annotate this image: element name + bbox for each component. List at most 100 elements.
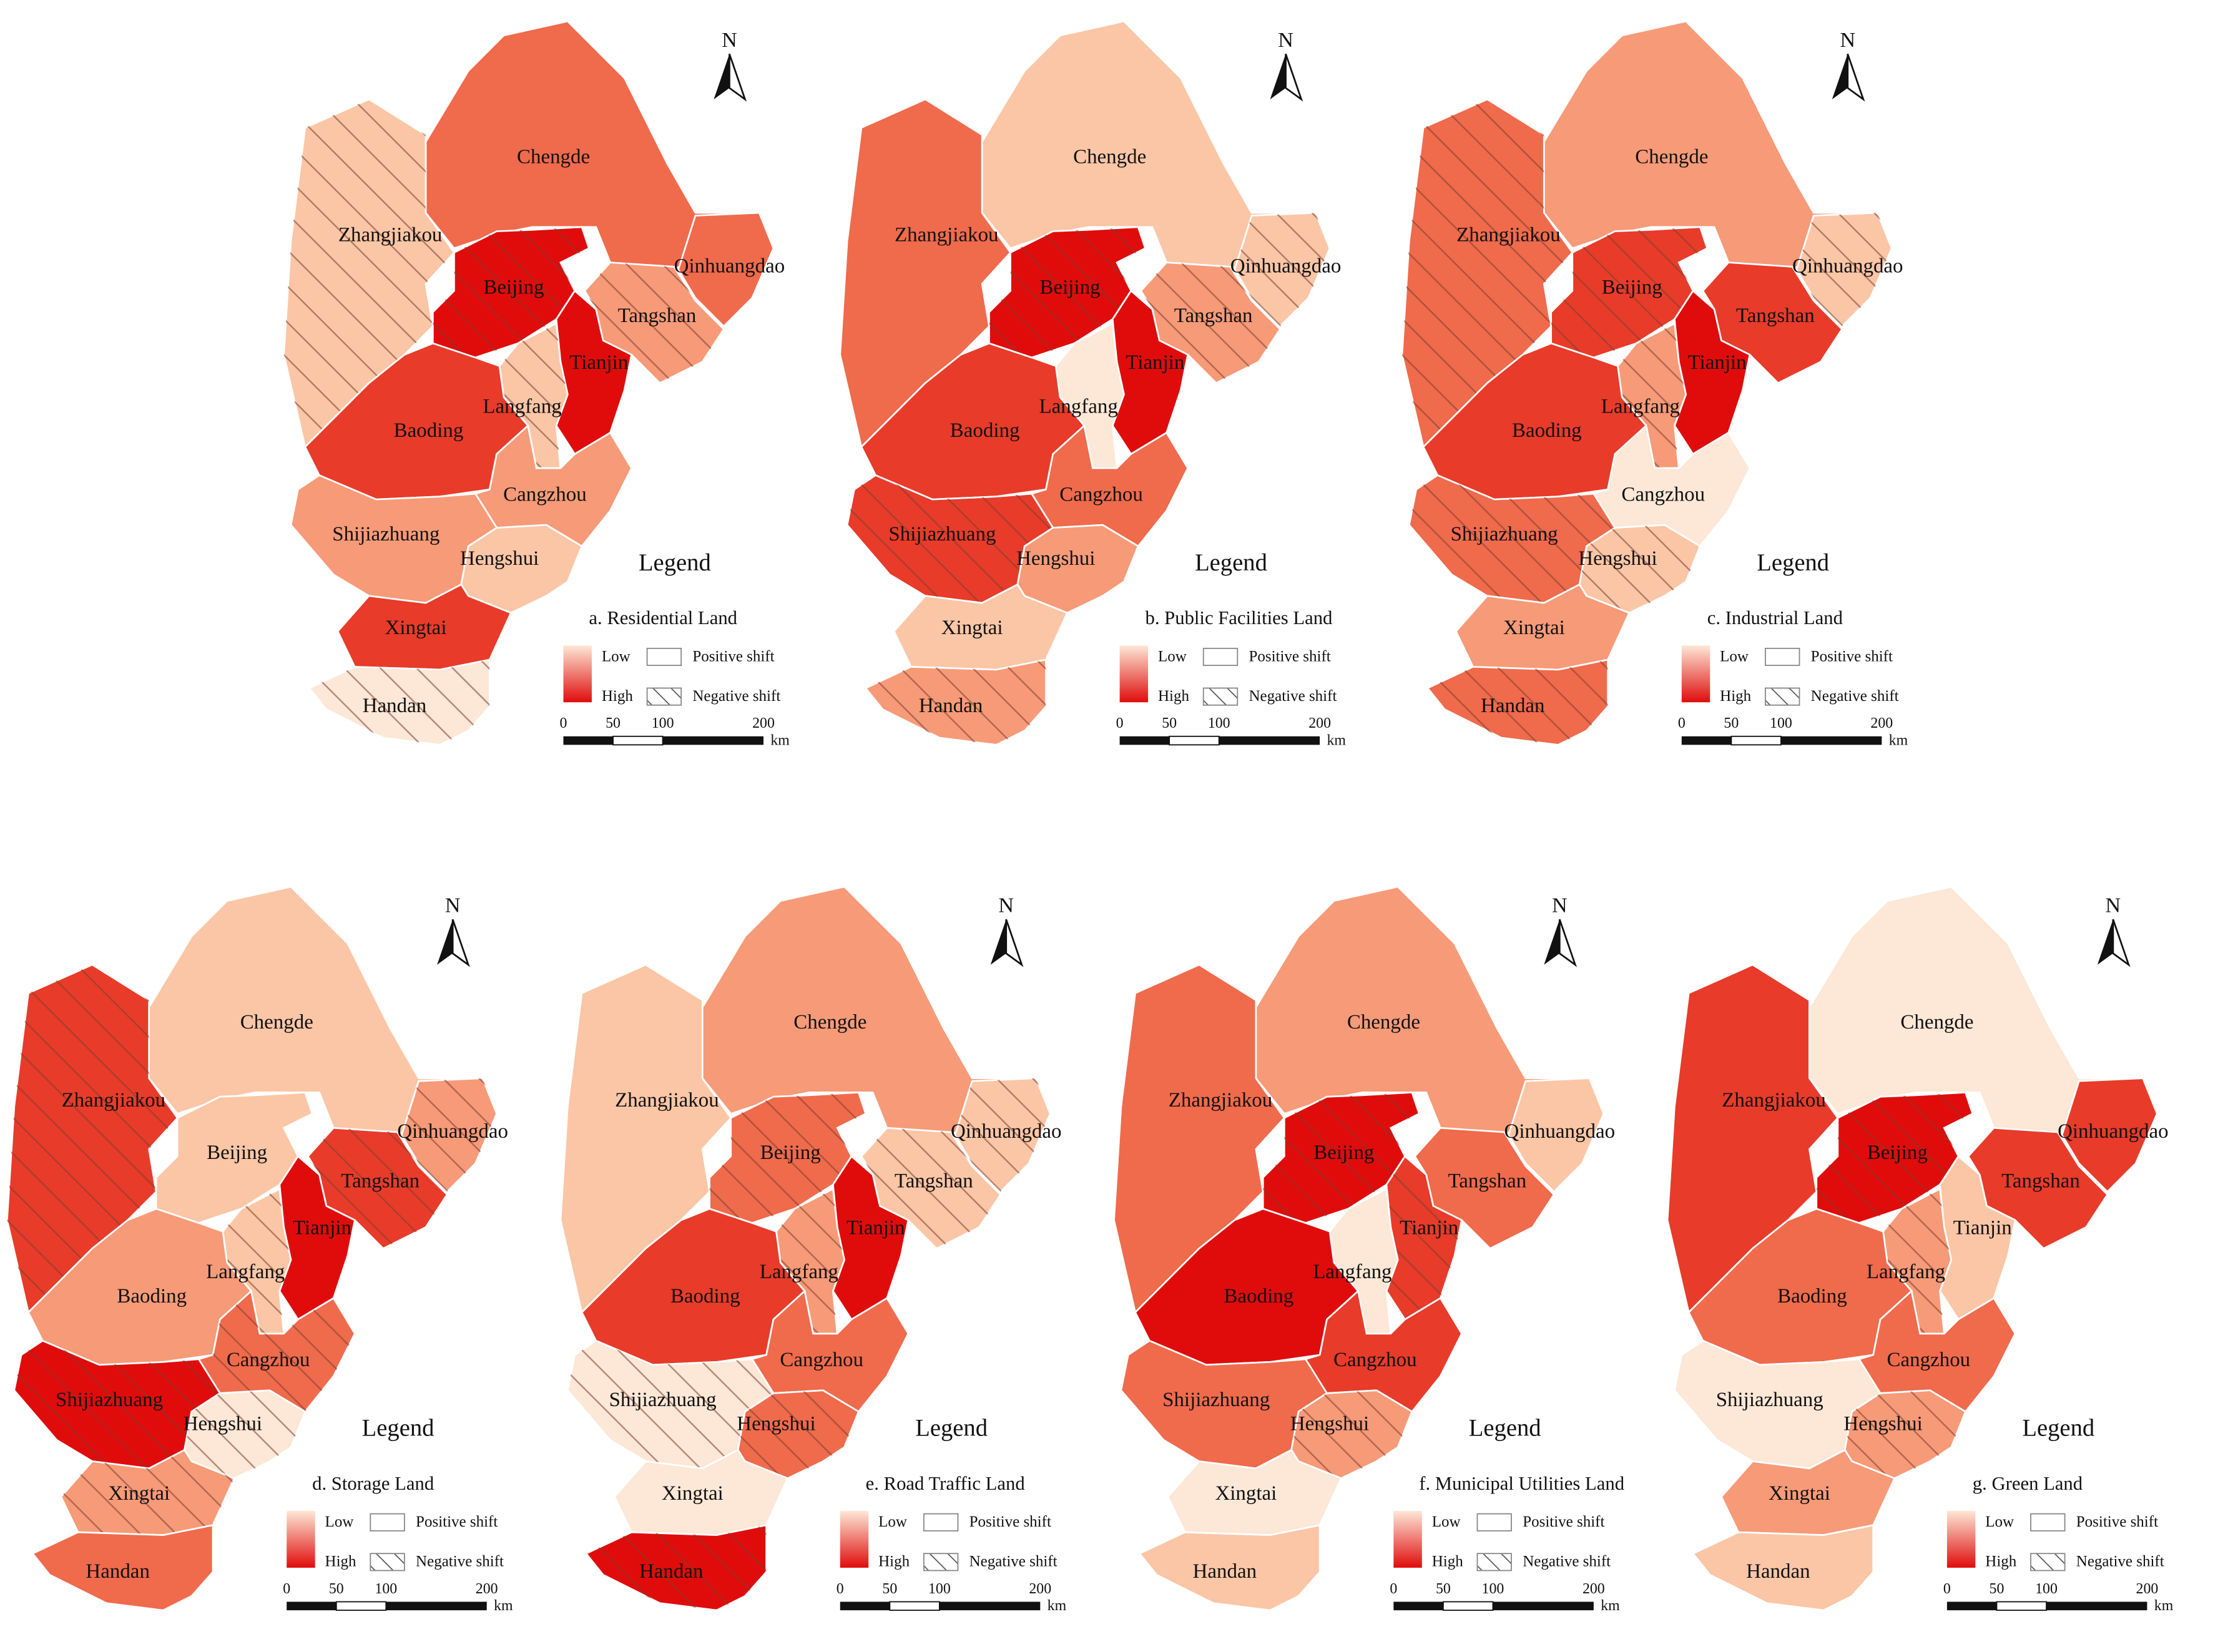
region-label: Langfang — [206, 1261, 285, 1283]
panel-title: c. Industrial Land — [1707, 607, 1843, 628]
region-xingtai — [1720, 1449, 1896, 1537]
negative-shift-hatch — [1551, 227, 1707, 358]
negative-shift-swatch — [1476, 1553, 1512, 1571]
legend-negative-shift: Negative shift — [692, 688, 780, 705]
negative-shift-hatch — [776, 1188, 845, 1334]
region-xingtai — [893, 583, 1069, 671]
legend-title: Legend — [639, 550, 711, 576]
legend-high: High — [878, 1553, 910, 1570]
region-label: Qinhuangdao — [1792, 255, 1903, 277]
legend: Legend e. Road Traffic Land Low High Positiv… — [840, 1415, 1058, 1571]
north-arrow-left — [990, 919, 1006, 965]
legend-high: High — [1158, 688, 1190, 705]
panel-title: d. Storage Land — [312, 1473, 434, 1494]
scale-unit: km — [1889, 732, 1908, 748]
scale-tick: 0 — [560, 715, 567, 731]
region-hengshui — [1016, 524, 1139, 614]
region-label: Handan — [1193, 1560, 1257, 1583]
region-label: Cangzhou — [227, 1349, 310, 1371]
scale-tick: 100 — [375, 1581, 397, 1597]
region-zhangjiakou — [559, 964, 732, 1314]
region-label: Hengshui — [460, 547, 539, 570]
negative-shift-hatch — [14, 1341, 220, 1469]
negative-shift-hatch — [1579, 525, 1700, 613]
legend: Legend g. Green Land Low High Positive shift… — [1946, 1415, 2164, 1571]
legend-low: Low — [878, 1513, 907, 1530]
region-label: Zhangjiakou — [62, 1089, 166, 1112]
region-label: Hengshui — [1843, 1412, 1922, 1435]
positive-shift-swatch — [1765, 647, 1800, 667]
region-cangzhou — [1304, 1289, 1463, 1413]
scale-tick: 50 — [882, 1581, 897, 1597]
region-label: Zhangjiakou — [1722, 1089, 1826, 1112]
region-label: Handan — [1746, 1560, 1810, 1583]
region-label: Qinhuangdao — [1504, 1120, 1616, 1143]
region-label: Chengde — [517, 145, 590, 168]
negative-shift-hatch — [1845, 1390, 1966, 1478]
scale-seg-3 — [1493, 1601, 1594, 1611]
scale-seg-3 — [1219, 736, 1320, 745]
region-label: Hengshui — [737, 1412, 815, 1435]
region-label: Tangshan — [1736, 305, 1815, 327]
scale-seg-3 — [939, 1601, 1041, 1611]
scale-seg-1 — [1946, 1601, 1997, 1611]
region-label: Zhangjiakou — [615, 1089, 719, 1112]
region-label: Langfang — [1601, 396, 1680, 418]
scale-tick: 50 — [1162, 715, 1177, 731]
region-label: Langfang — [1313, 1261, 1391, 1283]
region-label: Tianjin — [1126, 351, 1184, 374]
region-label: Handan — [919, 695, 983, 717]
region-label: Shijiazhuang — [888, 523, 996, 545]
legend-gradient — [287, 1511, 315, 1568]
legend-gradient — [1946, 1511, 1976, 1568]
legend-gradient — [1119, 645, 1149, 703]
scale-seg-3 — [1780, 736, 1882, 745]
north-arrow-left — [1270, 54, 1286, 100]
scale-tick: 50 — [606, 715, 621, 731]
region-label: Baoding — [950, 419, 1020, 442]
scale-seg-3 — [386, 1601, 487, 1611]
negative-shift-hatch — [1291, 1390, 1412, 1478]
scale-tick: 200 — [752, 715, 775, 731]
region-label: Handan — [639, 1560, 703, 1583]
region-label: Qinhuangdao — [951, 1120, 1062, 1143]
region-xingtai — [1455, 583, 1631, 671]
negative-shift-swatch — [1765, 687, 1800, 706]
scale-tick: 200 — [2136, 1581, 2159, 1597]
positive-shift-swatch — [1476, 1513, 1512, 1532]
region-label: Xingtai — [1503, 617, 1565, 639]
region-label: Tianjin — [1688, 351, 1747, 374]
north-arrow-right — [2112, 919, 2131, 967]
legend-negative-shift: Negative shift — [1249, 688, 1337, 705]
scale-tick: 100 — [1208, 715, 1230, 731]
region-label: Baoding — [117, 1285, 187, 1307]
legend: Legend c. Industrial Land Low High Positive … — [1681, 550, 1899, 706]
north-arrow-left — [1832, 54, 1848, 100]
region-label: Hengshui — [184, 1412, 262, 1435]
scale-tick: 200 — [1308, 715, 1331, 731]
scale-unit: km — [494, 1598, 513, 1614]
region-label: Beijing — [1313, 1141, 1374, 1164]
negative-shift-hatch — [222, 1188, 292, 1334]
negative-shift-hatch — [199, 1291, 355, 1412]
negative-shift-hatch — [847, 475, 1053, 604]
legend-negative-shift: Negative shift — [2076, 1553, 2164, 1570]
scale-tick: 0 — [1678, 715, 1686, 731]
region-label: Zhangjiakou — [1456, 223, 1561, 246]
region-label: Langfang — [760, 1261, 838, 1283]
region-label: Qinhuangdao — [1230, 255, 1342, 277]
region-qinhuangdao — [2061, 1077, 2158, 1193]
positive-shift-swatch — [370, 1513, 405, 1532]
region-cangzhou — [474, 424, 633, 547]
scale-tick: 0 — [1943, 1581, 1951, 1597]
negative-shift-swatch — [2030, 1553, 2066, 1571]
legend-positive-shift: Positive shift — [1811, 648, 1893, 665]
region-label: Zhangjiakou — [1169, 1089, 1273, 1112]
region-label: Shijiazhuang — [1162, 1389, 1270, 1411]
region-label: Shijiazhuang — [1451, 523, 1558, 545]
negative-shift-hatch — [1234, 212, 1330, 326]
region-qinhuangdao — [1507, 1077, 1605, 1193]
map-panel: Chengde Zhangjiakou Beijing Qinhuangdao Tang… — [6, 886, 513, 1614]
region-label: Zhangjiakou — [895, 223, 999, 246]
negative-shift-hatch — [1386, 1156, 1462, 1320]
